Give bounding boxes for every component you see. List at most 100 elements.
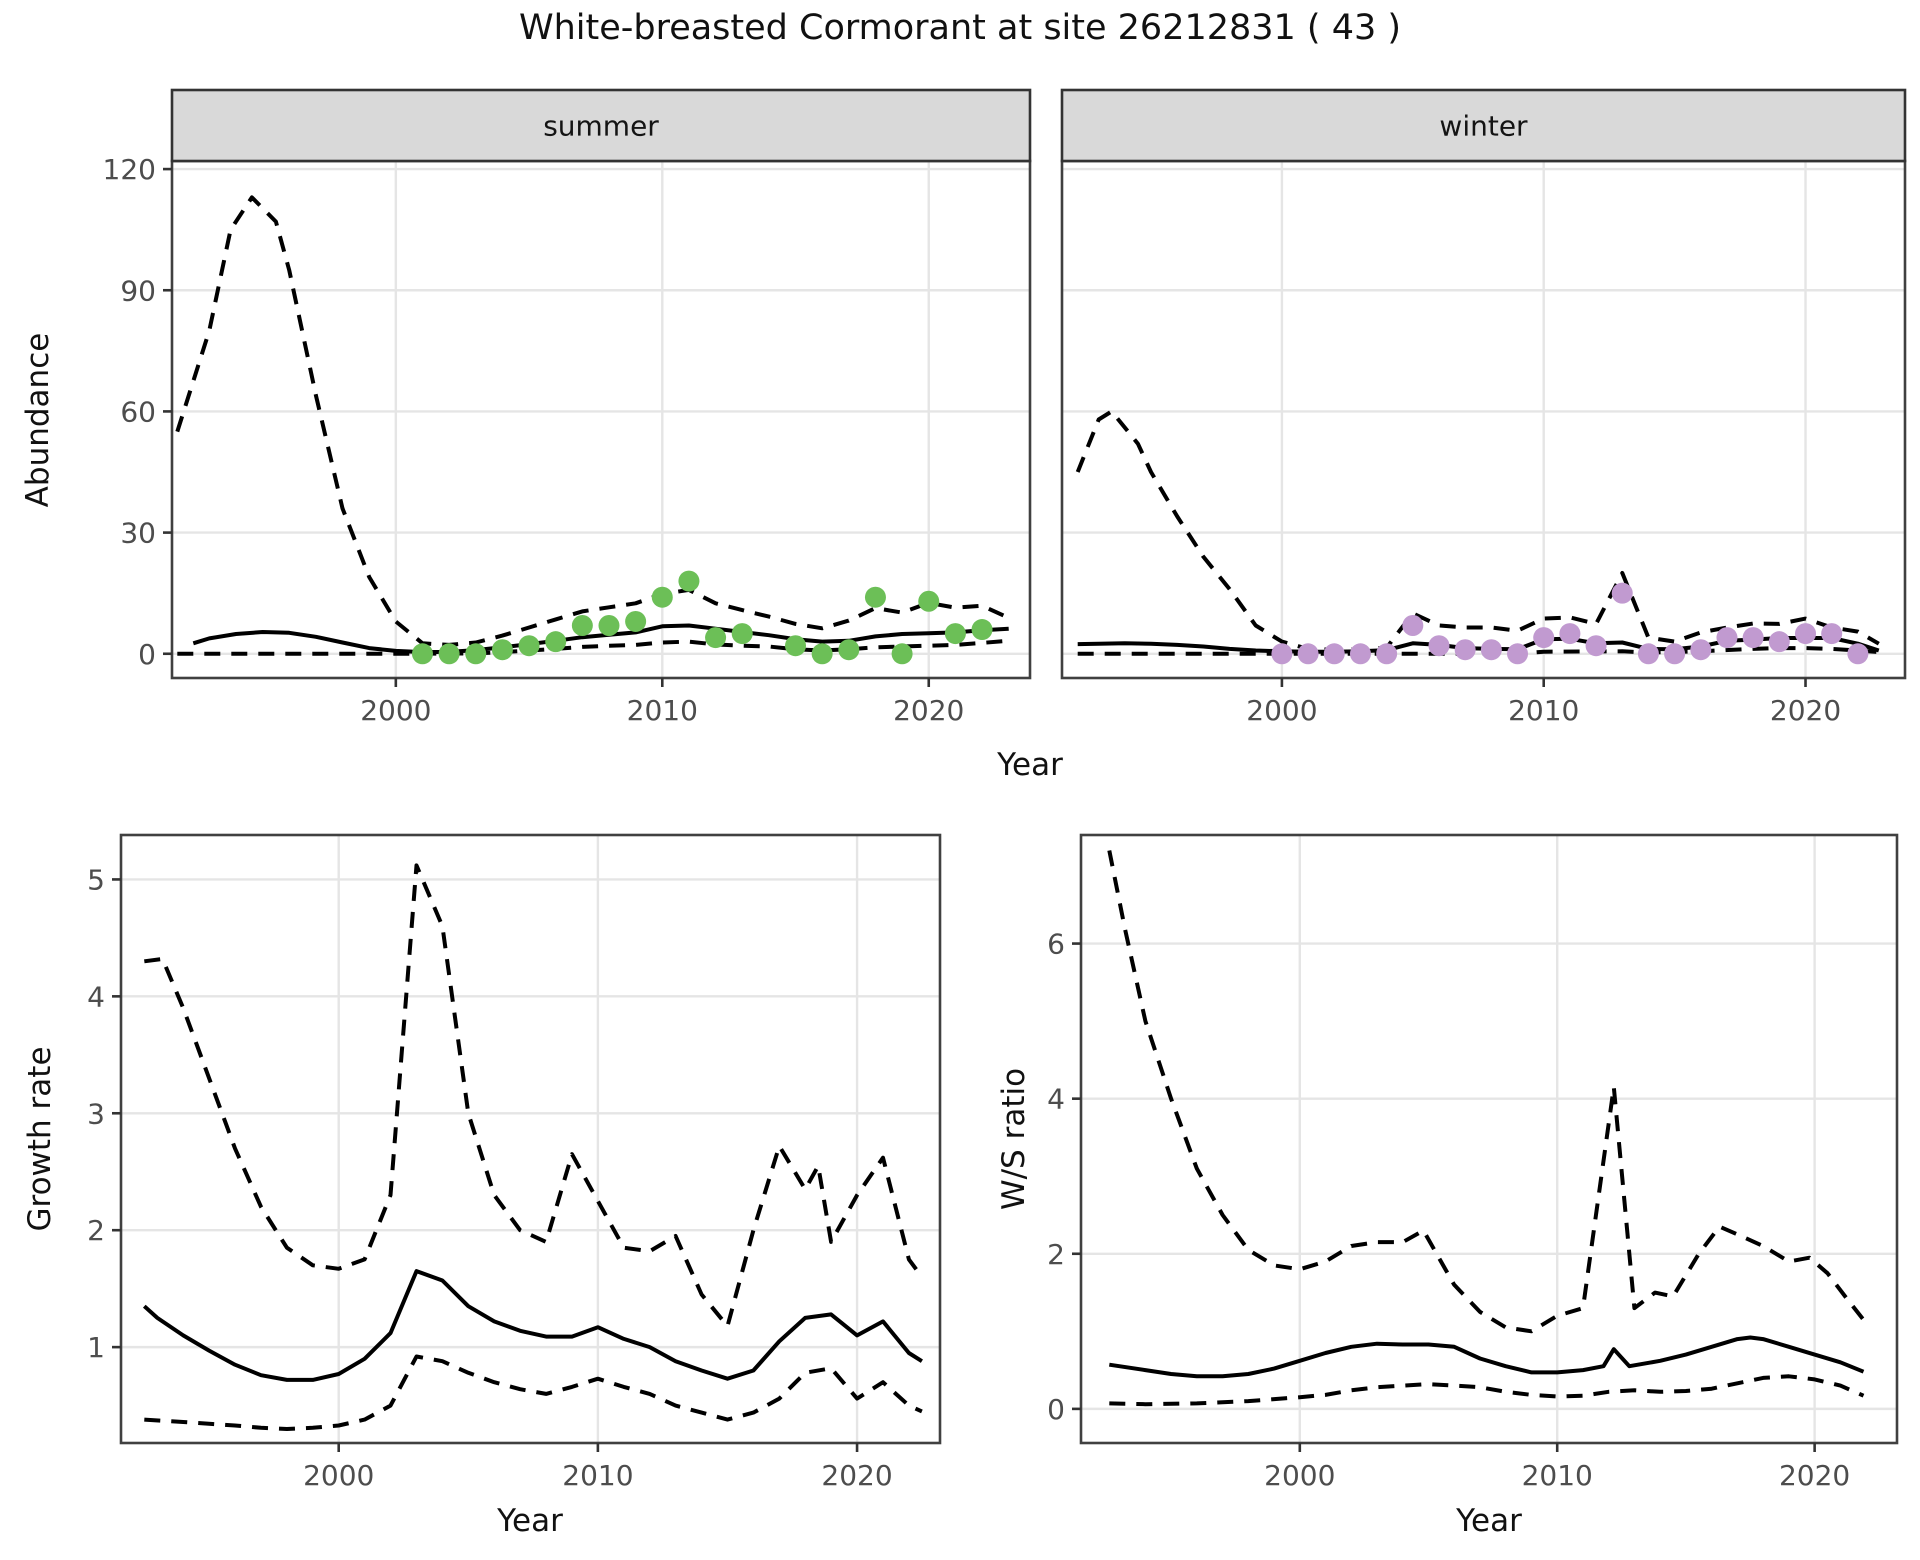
data-point-observed xyxy=(1480,639,1502,661)
y-tick-label: 3 xyxy=(87,1097,105,1130)
data-point-observed xyxy=(1768,631,1790,653)
data-point-observed xyxy=(1376,643,1398,665)
data-point-observed xyxy=(864,586,886,608)
y-tick-label: 0 xyxy=(138,638,156,671)
facet-strip xyxy=(1060,88,1907,163)
panel-background xyxy=(121,835,940,1443)
data-point-observed xyxy=(518,635,540,657)
data-point-observed xyxy=(1742,627,1764,649)
data-point-observed xyxy=(1847,643,1869,665)
panel-background xyxy=(172,161,1030,678)
y-tick-label: 4 xyxy=(1047,1083,1065,1116)
data-point-observed xyxy=(971,619,993,641)
data-point-observed xyxy=(545,631,567,653)
data-point-observed xyxy=(411,643,433,665)
data-point-observed xyxy=(571,614,593,636)
y-axis-title-growth: Growth rate xyxy=(22,1046,58,1232)
data-point-observed xyxy=(1585,635,1607,657)
data-point-observed xyxy=(1402,614,1424,636)
data-point-observed xyxy=(918,590,940,612)
data-point-observed xyxy=(1533,627,1555,649)
figure-title: White-breasted Cormorant at site 2621283… xyxy=(518,8,1402,48)
x-axis-title-year-bottom-right: Year xyxy=(1456,1503,1522,1539)
y-tick-label: 6 xyxy=(1047,928,1065,961)
x-tick-label: 2020 xyxy=(1779,1459,1850,1492)
data-point-observed xyxy=(1559,623,1581,645)
data-point-observed xyxy=(891,643,913,665)
data-point-observed xyxy=(1428,635,1450,657)
facet-strip xyxy=(170,88,1032,163)
data-point-observed xyxy=(1690,639,1712,661)
data-point-observed xyxy=(1611,582,1633,604)
series-upper-95ci xyxy=(1107,850,1866,1334)
panel-border xyxy=(119,833,942,1445)
data-point-observed xyxy=(1637,643,1659,665)
data-point-observed xyxy=(705,627,727,649)
facet-strip-label: winter xyxy=(1439,110,1528,143)
y-tick-label: 0 xyxy=(1047,1393,1065,1426)
x-tick-label: 2020 xyxy=(821,1459,892,1492)
x-tick-label: 2000 xyxy=(303,1459,374,1492)
data-point-observed xyxy=(731,623,753,645)
x-tick-label: 2020 xyxy=(1770,694,1841,727)
data-point-observed xyxy=(1271,643,1293,665)
x-axis-title-year-top: Year xyxy=(997,747,1063,783)
panel-abundance-winter: winter 2000 2010 2020 xyxy=(1060,88,1907,727)
series-upper-95ci xyxy=(1075,409,1880,652)
y-tick-label: 1 xyxy=(87,1331,105,1364)
series-estimate xyxy=(192,623,1009,655)
data-point-observed xyxy=(811,643,833,665)
data-point-observed xyxy=(465,643,487,665)
series-upper-95ci xyxy=(144,863,924,1329)
x-tick-label: 2010 xyxy=(1522,1459,1593,1492)
x-tick-label: 2020 xyxy=(893,694,964,727)
facet-strip-label: summer xyxy=(543,110,659,143)
data-point-observed xyxy=(625,610,647,632)
x-tick-label: 2000 xyxy=(1264,1459,1335,1492)
y-tick-label: 90 xyxy=(120,274,156,307)
y-tick-label: 5 xyxy=(87,863,105,896)
panel-ws-ratio: 2000 2010 2020 0 2 4 6 xyxy=(1047,833,1899,1492)
x-tick-label: 2000 xyxy=(1246,694,1317,727)
x-tick-label: 2010 xyxy=(627,694,698,727)
panel-growth-rate: 2000 2010 2020 1 2 3 4 5 xyxy=(87,833,942,1492)
data-point-observed xyxy=(785,635,807,657)
data-point-observed xyxy=(1454,639,1476,661)
data-point-observed xyxy=(1664,643,1686,665)
x-tick-label: 2000 xyxy=(360,694,431,727)
data-point-observed xyxy=(1297,643,1319,665)
data-point-observed xyxy=(1323,643,1345,665)
x-tick-label: 2010 xyxy=(1508,694,1579,727)
x-tick-label: 2010 xyxy=(562,1459,633,1492)
data-point-observed xyxy=(1507,643,1529,665)
y-tick-label: 60 xyxy=(120,395,156,428)
y-tick-label: 120 xyxy=(103,153,156,186)
data-point-observed xyxy=(1795,623,1817,645)
data-point-observed xyxy=(944,623,966,645)
series-estimate xyxy=(142,1269,923,1382)
y-tick-label: 2 xyxy=(87,1214,105,1247)
data-point-observed xyxy=(598,614,620,636)
y-tick-label: 4 xyxy=(87,980,105,1013)
data-point-observed xyxy=(1349,643,1371,665)
data-point-observed xyxy=(438,643,460,665)
y-tick-label: 2 xyxy=(1047,1238,1065,1271)
series-estimate xyxy=(1109,1335,1865,1379)
panel-background xyxy=(1081,835,1897,1443)
y-axis-title-ws-ratio: W/S ratio xyxy=(996,1067,1032,1211)
panel-abundance-summer: summer 2000 2010 2020 0 30 60 90 120 xyxy=(103,88,1032,727)
panel-background xyxy=(1062,161,1905,678)
series-lower-95ci xyxy=(144,1354,923,1431)
y-axis-title-abundance: Abundance xyxy=(20,332,56,508)
x-axis-title-year-bottom-left: Year xyxy=(497,1503,563,1539)
panel-border xyxy=(1079,833,1899,1445)
data-point-observed xyxy=(651,586,673,608)
data-point-observed xyxy=(1821,623,1843,645)
y-tick-label: 30 xyxy=(120,517,156,550)
data-point-observed xyxy=(838,639,860,661)
data-point-observed xyxy=(678,570,700,592)
data-point-observed xyxy=(491,639,513,661)
data-point-observed xyxy=(1716,627,1738,649)
series-lower-95ci xyxy=(1109,1374,1865,1407)
